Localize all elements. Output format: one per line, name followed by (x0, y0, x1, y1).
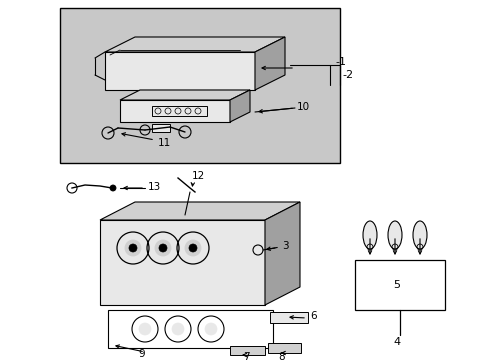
Ellipse shape (387, 221, 401, 249)
Bar (269, 312, 307, 323)
Bar (152, 124, 170, 132)
Ellipse shape (412, 221, 426, 249)
Text: 7: 7 (243, 352, 249, 360)
Polygon shape (254, 37, 285, 90)
Circle shape (184, 240, 201, 256)
Bar (108, 310, 272, 348)
Polygon shape (120, 100, 229, 122)
Bar (354, 260, 444, 310)
Polygon shape (105, 37, 285, 52)
Polygon shape (100, 220, 264, 305)
Circle shape (189, 244, 197, 252)
Text: 4: 4 (393, 337, 400, 347)
Polygon shape (120, 90, 249, 100)
Bar (60, 8, 339, 163)
Circle shape (159, 244, 167, 252)
Polygon shape (229, 90, 249, 122)
Circle shape (204, 323, 217, 335)
Circle shape (172, 323, 183, 335)
Bar (267, 343, 301, 353)
Text: 6: 6 (309, 311, 316, 321)
Circle shape (139, 323, 151, 335)
Ellipse shape (362, 221, 376, 249)
Text: -2: -2 (341, 70, 352, 80)
Circle shape (155, 240, 171, 256)
Polygon shape (264, 202, 299, 305)
Polygon shape (100, 202, 299, 220)
Circle shape (125, 240, 141, 256)
Bar (229, 346, 264, 355)
Text: 5: 5 (393, 280, 400, 290)
Text: 3: 3 (282, 241, 288, 251)
Text: 10: 10 (296, 102, 309, 112)
Bar (152, 106, 206, 116)
Text: 12: 12 (192, 171, 205, 181)
Text: 8: 8 (278, 352, 284, 360)
Circle shape (129, 244, 137, 252)
Text: 13: 13 (148, 182, 161, 192)
Circle shape (110, 185, 116, 191)
Text: 9: 9 (138, 349, 144, 359)
Polygon shape (105, 52, 254, 90)
Text: -1: -1 (334, 57, 346, 67)
Text: 11: 11 (158, 138, 171, 148)
